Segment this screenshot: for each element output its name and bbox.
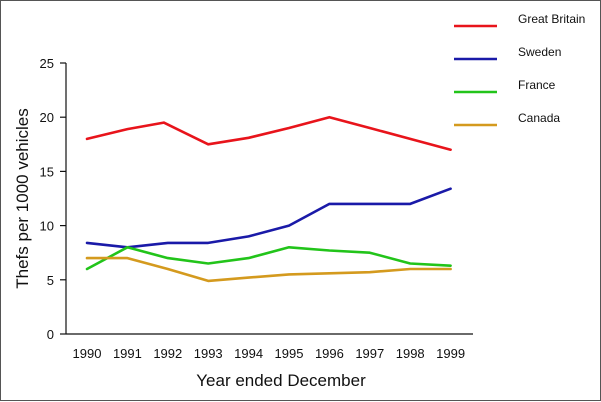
y-tick-label: 15 bbox=[40, 164, 54, 179]
y-tick-label: 25 bbox=[40, 56, 54, 71]
series-line-great-britain bbox=[85, 115, 452, 151]
legend-label-canada: Canada bbox=[518, 111, 560, 125]
y-tick-group: 0 5 10 15 20 25 bbox=[40, 56, 66, 342]
y-tick-label: 10 bbox=[40, 219, 54, 234]
x-tick-label: 1991 bbox=[113, 346, 142, 361]
legend-label-france: France bbox=[518, 78, 556, 92]
x-tick-label: 1994 bbox=[234, 346, 263, 361]
x-tick-label: 1996 bbox=[315, 346, 344, 361]
y-axis-title: Thefs per 1000 vehicles bbox=[13, 108, 32, 289]
y-tick-label: 20 bbox=[40, 110, 54, 125]
legend: Great Britain Sweden France Canada bbox=[454, 12, 585, 127]
x-tick-label: 1995 bbox=[275, 346, 304, 361]
y-tick-label: 0 bbox=[47, 327, 54, 342]
x-tick-label: 1992 bbox=[153, 346, 182, 361]
series-line-france bbox=[85, 246, 452, 271]
series-group bbox=[85, 115, 452, 283]
x-tick-label: 1998 bbox=[396, 346, 425, 361]
x-axis-title: Year ended December bbox=[196, 371, 366, 390]
x-tick-label: 1993 bbox=[194, 346, 223, 361]
x-tick-label: 1999 bbox=[436, 346, 465, 361]
series-line-sweden bbox=[85, 187, 452, 249]
series-line-canada bbox=[85, 256, 452, 283]
y-tick-label: 5 bbox=[47, 273, 54, 288]
x-tick-group: 1990 1991 1992 1993 1994 1995 1996 1997 1998 1999 bbox=[73, 346, 466, 361]
x-tick-label: 1990 bbox=[73, 346, 102, 361]
legend-label-sweden: Sweden bbox=[518, 45, 561, 59]
axes bbox=[65, 63, 473, 335]
legend-label-great-britain: Great Britain bbox=[518, 12, 585, 26]
x-tick-label: 1997 bbox=[355, 346, 384, 361]
